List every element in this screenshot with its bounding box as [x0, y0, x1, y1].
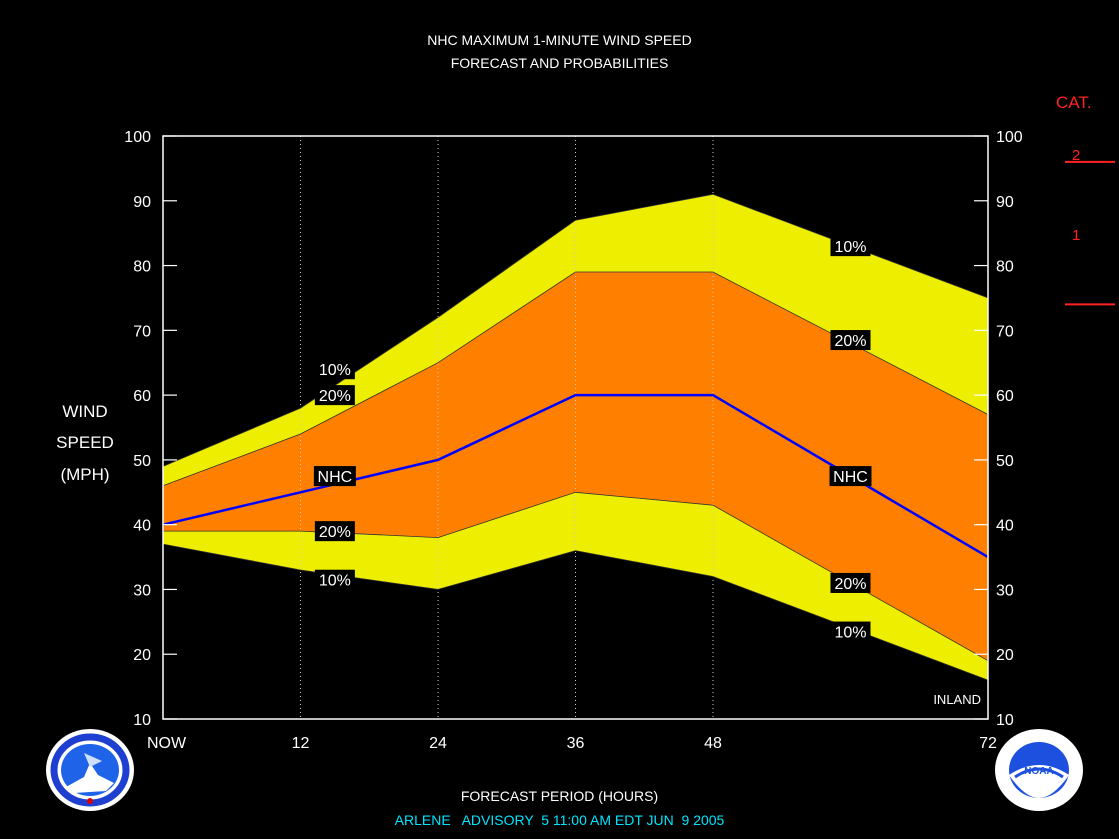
band-edge-line-4 [162, 543, 989, 681]
nhc-forecast-line [162, 393, 989, 559]
x-axis-title: FORECAST PERIOD (HOURS) [460, 788, 659, 804]
y-tick-label-left-30: 30 [133, 582, 151, 599]
y-tick-label-right-100: 100 [996, 129, 1023, 146]
y-tick-label-left-10: 10 [133, 712, 151, 729]
x-tick-label-72: 72 [979, 735, 997, 752]
x-tick-label-24: 24 [429, 735, 447, 752]
y-tick-label-left-90: 90 [133, 194, 151, 211]
noaa-logo-icon: NOAA [995, 729, 1083, 811]
y-tick-label-right-10: 10 [996, 712, 1014, 729]
y-tick-label-right-60: 60 [996, 388, 1014, 405]
band-label-9: 10% [834, 625, 866, 642]
band-label-box-1 [314, 385, 355, 406]
band-edge-line-0 [162, 193, 989, 467]
chart-title-line1: NHC MAXIMUM 1-MINUTE WIND SPEED [427, 32, 692, 48]
band-label-box-3 [314, 521, 355, 542]
y-axis-label-speed: SPEED [56, 433, 114, 452]
y-tick-label-left-50: 50 [133, 453, 151, 470]
y-tick-label-right-90: 90 [996, 194, 1014, 211]
plot-frame [162, 135, 989, 720]
inland-label: INLAND [933, 692, 981, 707]
band-label-6: 20% [834, 333, 866, 350]
y-tick-label-left-20: 20 [133, 647, 151, 664]
category-label-1: 1 [1072, 227, 1081, 244]
y-tick-label-right-70: 70 [996, 323, 1014, 340]
y-tick-label-right-80: 80 [996, 259, 1014, 276]
band-label-box-2 [313, 466, 356, 487]
band-label-8: 20% [834, 576, 866, 593]
y-tick-label-left-80: 80 [133, 259, 151, 276]
y-axis-label-mph: (MPH) [60, 465, 110, 484]
band-label-box-7 [829, 466, 872, 487]
y-tick-label-left-60: 60 [133, 388, 151, 405]
chart-title-line2: FORECAST AND PROBABILITIES [450, 55, 669, 71]
band-label-1: 20% [319, 388, 351, 405]
band-label-3: 20% [319, 524, 351, 541]
y-tick-label-right-50: 50 [996, 453, 1014, 470]
y-tick-label-left-100: 100 [124, 129, 151, 146]
band-label-0: 10% [319, 362, 351, 379]
band-label-7: NHC [833, 469, 868, 486]
category-header: CAT. [1056, 93, 1092, 112]
noaa-logo-text: NOAA [1024, 766, 1053, 777]
band-label-4: 10% [319, 573, 351, 590]
x-tick-label-36: 36 [567, 735, 585, 752]
band-edge-line-1 [162, 271, 989, 487]
x-tick-label-48: 48 [704, 735, 722, 752]
y-tick-label-right-20: 20 [996, 647, 1014, 664]
x-tick-label-12: 12 [292, 735, 310, 752]
y-axis-label-wind: WIND [62, 402, 108, 421]
category-label-2: 2 [1072, 147, 1081, 164]
band-label-box-4 [314, 569, 355, 590]
y-tick-label-left-70: 70 [133, 323, 151, 340]
x-tick-label-NOW: NOW [147, 735, 187, 752]
band-label-box-6 [830, 330, 871, 351]
band-label-5: 10% [834, 239, 866, 256]
band-label-box-0 [314, 359, 355, 380]
y-tick-label-right-40: 40 [996, 518, 1014, 535]
band-label-box-5 [830, 236, 871, 257]
band-label-box-8 [830, 572, 871, 593]
advisory-line: ARLENE ADVISORY 5 11:00 AM EDT JUN 9 200… [394, 812, 725, 828]
band-edge-line-3 [163, 491, 989, 662]
band-label-2: NHC [318, 469, 353, 486]
band-label-box-9 [830, 621, 871, 642]
band-20-percent [163, 272, 988, 661]
y-tick-label-left-40: 40 [133, 518, 151, 535]
y-tick-label-right-30: 30 [996, 582, 1014, 599]
nws-logo-icon [46, 729, 134, 811]
